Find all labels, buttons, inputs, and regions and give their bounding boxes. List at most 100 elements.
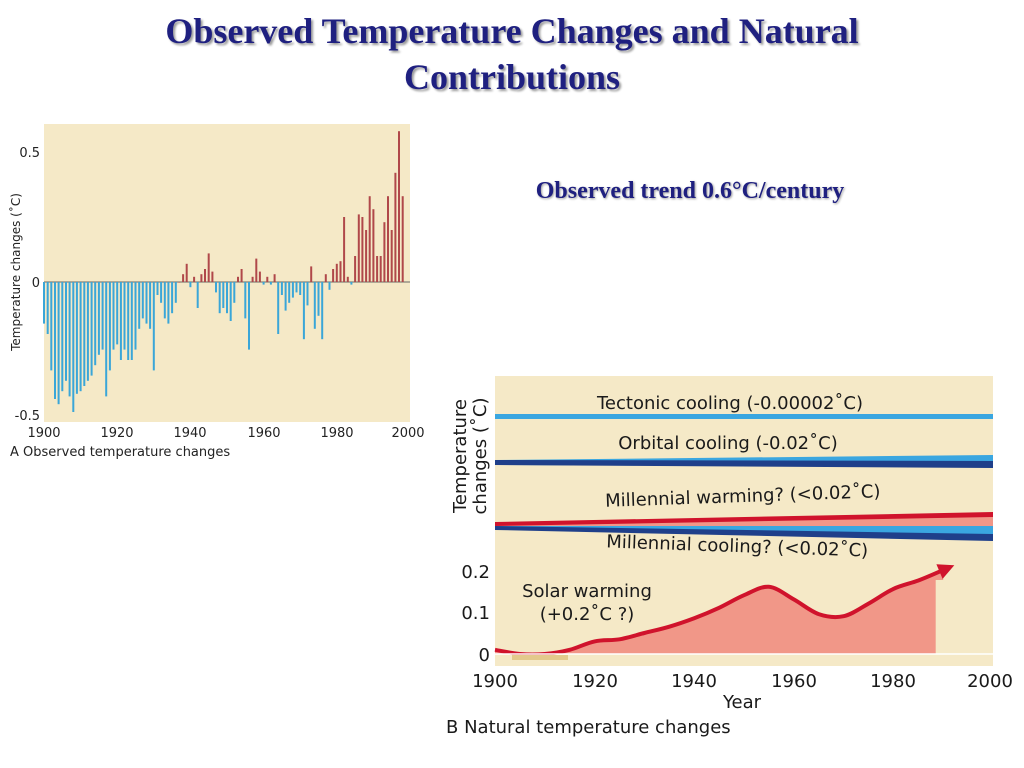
panel-a-bar (251, 276, 254, 282)
panel-a-bar (233, 282, 236, 303)
panel-b-xtick-1960: 1960 (771, 671, 817, 692)
panel-a-bar (75, 282, 78, 394)
panel-a-bar (57, 282, 60, 405)
panel-a-bar (178, 282, 181, 283)
panel-a-bar (65, 282, 67, 381)
panel-b-xtick-1980: 1980 (870, 671, 916, 692)
panel-a-bar (68, 282, 71, 397)
panel-a-bar (112, 282, 115, 350)
panel-a-bar (313, 282, 316, 329)
panel-a-bar (226, 282, 228, 314)
panel-a-xtick-1980: 1980 (320, 426, 353, 441)
panel-a-bar (401, 196, 404, 282)
panel-a-bar (244, 282, 247, 319)
panel-a-bar (134, 282, 137, 350)
panel-a-bar (328, 282, 331, 290)
panel-a-bar (61, 282, 64, 392)
panel-a-bar (306, 282, 309, 306)
panel-a-bar (215, 282, 217, 293)
panel-a-bar (255, 258, 258, 282)
panel-a-bar (346, 276, 349, 282)
panel-a-bar (237, 276, 239, 282)
panel-a-bar (171, 282, 174, 314)
panel-a-bars (43, 131, 404, 412)
panel-a-bar (196, 282, 199, 308)
panel-a-bar (350, 282, 353, 285)
panel-b-xtick-1940: 1940 (671, 671, 717, 692)
panel-a-bar (277, 282, 280, 334)
panel-a-bar (280, 282, 283, 295)
panel-a-ytick-0: 0 (32, 276, 40, 291)
panel-a-bar (130, 282, 133, 360)
observed-trend-text: Observed trend 0.6°C/century (535, 178, 845, 204)
panel-a: 0.5 0 -0.5 1900 1920 1940 1960 1980 2000… (8, 124, 425, 460)
panel-a-bar (288, 282, 291, 303)
panel-a-bar (273, 274, 276, 282)
panel-a-bar (46, 282, 49, 334)
panel-a-bar (383, 222, 386, 282)
panel-a-bar (105, 282, 108, 397)
panel-a-bar (266, 276, 269, 282)
panel-b-ytick-0: 0 (479, 645, 490, 666)
panel-a-bar (108, 282, 111, 371)
panel-a-bar (343, 217, 346, 282)
panel-a-bar (295, 282, 298, 293)
panel-a-bar (90, 282, 93, 376)
solar-area-end-mask (935, 580, 993, 654)
panel-a-bar (229, 282, 232, 321)
orbital-cooling-label: Orbital cooling (-0.02˚C) (618, 433, 837, 454)
panel-a-bar (189, 282, 192, 288)
panel-a-bar (211, 271, 214, 282)
panel-a-bar (72, 282, 75, 412)
panel-a-bar (83, 282, 86, 386)
panel-a-bar (354, 256, 357, 282)
panel-a-xtick-1960: 1960 (247, 426, 280, 441)
panel-a-bar (156, 282, 159, 295)
panel-a-bar (138, 282, 141, 329)
panel-b-caption: B Natural temperature changes (446, 717, 731, 738)
panel-a-bar (54, 282, 56, 399)
panel-a-bar (379, 256, 382, 282)
panel-a-bar (222, 282, 225, 308)
panel-a-bar (218, 282, 221, 314)
panel-b-ylabel-line1: Temperature (450, 399, 471, 514)
panel-a-ylabel: Temperature changes (˚C) (8, 193, 23, 352)
panel-a-bar (240, 269, 243, 282)
solar-warming-area (495, 570, 944, 655)
panel-a-bar (152, 282, 155, 371)
panel-a-bar (262, 282, 265, 285)
panel-a-bar (145, 282, 148, 324)
panel-a-xtick-1940: 1940 (173, 426, 206, 441)
slide-title-line1: Observed Temperature Changes and Natural (165, 11, 859, 51)
panel-a-bar (193, 276, 196, 282)
panel-a-bar (116, 282, 119, 345)
panel-a-bar (79, 282, 82, 392)
panel-a-bar (269, 282, 272, 285)
panel-a-bar (167, 282, 170, 324)
panel-a-xtick-1900: 1900 (27, 426, 60, 441)
panel-a-bar (182, 274, 185, 282)
panel-a-bar (97, 282, 100, 355)
panel-a-bar (204, 269, 206, 282)
panel-b-ytick-0.1: 0.1 (461, 603, 490, 624)
panel-b: Tectonic cooling (-0.00002˚C) Orbital co… (446, 376, 1013, 738)
panel-b-xlabel: Year (722, 692, 762, 713)
panel-a-bar (207, 253, 210, 282)
panel-a-bar (387, 196, 389, 282)
panel-a-bar (185, 263, 188, 282)
panel-a-ytick-0.5: 0.5 (19, 146, 40, 161)
panel-a-bar (86, 282, 89, 381)
solar-warming-label: Solar warming (522, 581, 652, 602)
panel-b-ytick-0.2: 0.2 (461, 562, 490, 583)
panel-a-bar (94, 282, 97, 366)
panel-a-bar (365, 230, 368, 282)
millennial-cooling-band (495, 526, 993, 541)
panel-a-bar (141, 282, 144, 319)
panel-a-bar (248, 282, 250, 350)
panel-a-bar (119, 282, 122, 360)
panel-b-small-bar (512, 655, 568, 660)
panel-a-bar (390, 230, 393, 282)
panel-a-caption: A Observed temperature changes (10, 445, 230, 460)
solar-warming-sublabel: (+0.2˚C ?) (540, 604, 635, 625)
